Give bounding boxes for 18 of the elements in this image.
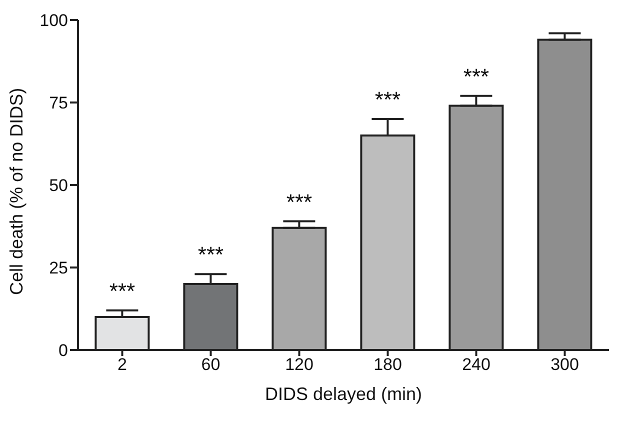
annotation: *** xyxy=(463,64,490,89)
x-axis-title: DIDS delayed (min) xyxy=(264,384,422,404)
y-tick-label: 50 xyxy=(49,176,68,196)
x-tick-label: 120 xyxy=(285,355,314,374)
y-tick-label: 75 xyxy=(49,94,68,113)
annotation: *** xyxy=(374,87,402,112)
y-tick-label: 0 xyxy=(58,341,68,360)
annotation: *** xyxy=(109,278,136,304)
annotation: *** xyxy=(198,242,224,268)
x-tick-label: 180 xyxy=(374,355,402,374)
y-tick-label: 100 xyxy=(40,11,68,30)
x-tick-label: 300 xyxy=(550,355,579,374)
x-tick-label: 2 xyxy=(118,355,127,374)
x-tick-label: 60 xyxy=(201,355,220,374)
y-tick-label: 25 xyxy=(49,258,68,278)
y-axis-title: Cell death (% of no DIDS) xyxy=(6,88,26,295)
annotation: *** xyxy=(286,189,313,214)
x-tick-label: 240 xyxy=(462,355,490,374)
